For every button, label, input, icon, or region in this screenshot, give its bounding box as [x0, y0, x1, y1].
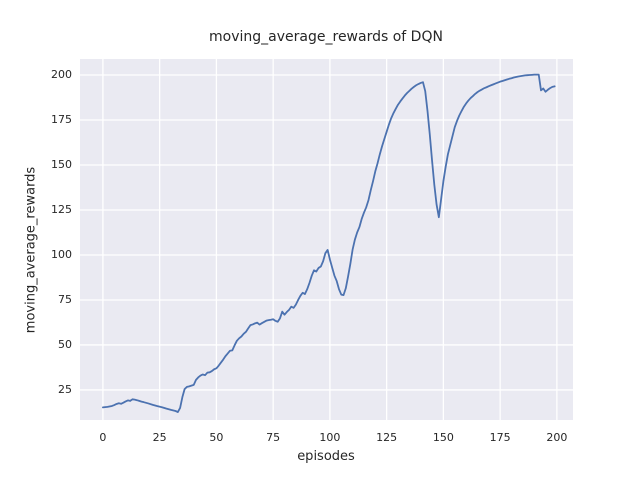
line-chart	[80, 59, 573, 420]
y-tick-label: 200	[51, 68, 72, 82]
reward-line-series	[102, 73, 556, 413]
plot-area	[80, 59, 573, 420]
y-tick-label: 75	[58, 292, 72, 306]
x-tick-label: 175	[489, 431, 511, 444]
x-tick-label: 200	[546, 431, 568, 444]
x-tick-label: 150	[432, 431, 454, 444]
y-tick-label: 175	[51, 113, 72, 126]
x-tick-label: 50	[209, 431, 224, 444]
y-tick-label: 50	[58, 337, 72, 351]
y-tick-label: 125	[51, 202, 72, 216]
x-axis-label: episodes	[297, 449, 355, 464]
y-tick-label: 100	[51, 247, 72, 261]
x-tick-label: 0	[99, 431, 107, 444]
x-tick-label: 100	[319, 431, 341, 444]
x-tick-label: 75	[266, 431, 281, 444]
y-tick-label: 25	[58, 382, 72, 396]
x-tick-label: 125	[376, 431, 398, 444]
y-tick-label: 150	[51, 157, 72, 171]
chart-title: moving_average_rewards of DQN	[209, 29, 443, 45]
x-tick-label: 25	[152, 431, 167, 444]
